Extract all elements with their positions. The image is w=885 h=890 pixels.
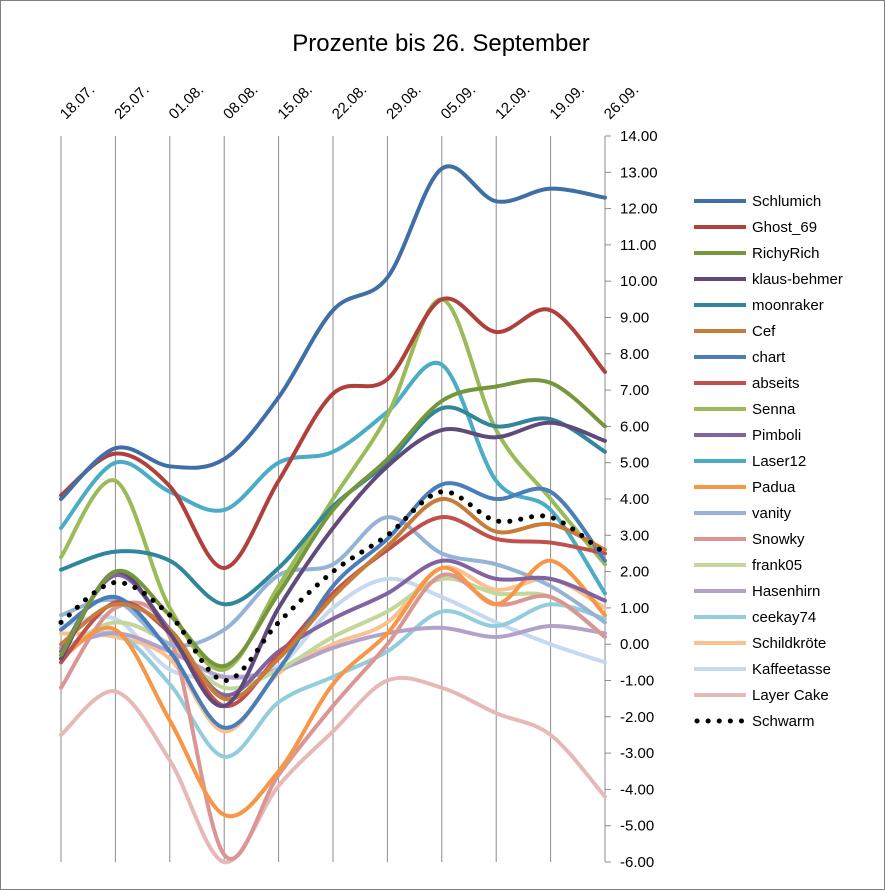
y-tick-label: 13.00 bbox=[620, 164, 658, 181]
series-line-schlumich bbox=[59, 164, 607, 501]
y-tick-label: -1.00 bbox=[620, 673, 654, 690]
x-tick-label: 26.09. bbox=[601, 81, 643, 123]
legend-label-schlumich: Schlumich bbox=[752, 193, 821, 210]
legend-label-layer-cake: Layer Cake bbox=[752, 687, 829, 704]
x-tick-label: 22.08. bbox=[329, 81, 371, 123]
legend-label-laser12: Laser12 bbox=[752, 453, 806, 470]
y-tick-label: 4.00 bbox=[620, 491, 649, 508]
y-tick-label: 9.00 bbox=[620, 310, 649, 327]
series-lines bbox=[58, 164, 608, 865]
y-tick-label: 8.00 bbox=[620, 346, 649, 363]
series-line-laser12 bbox=[59, 360, 607, 596]
legend-label-cef: Cef bbox=[752, 323, 776, 340]
legend-label-snowky: Snowky bbox=[752, 531, 805, 548]
x-axis-labels: 18.07. 25.07. 01.08. 08.08. 15.08. 22.08. 29.0… bbox=[57, 81, 643, 123]
x-tick-label: 25.07. bbox=[111, 81, 153, 123]
legend-label-ceekay74: ceekay74 bbox=[752, 609, 816, 626]
legend-label-ghost-69: Ghost_69 bbox=[752, 219, 817, 236]
series-line-schwarm bbox=[58, 489, 608, 683]
y-tick-label: 12.00 bbox=[620, 201, 658, 218]
y-tick-label: 3.00 bbox=[620, 527, 649, 544]
y-tick-label: 7.00 bbox=[620, 382, 649, 399]
y-axis: 14.00 13.00 12.00 11.00 10.00 9.00 8.00 7.00 6.0… bbox=[604, 128, 658, 871]
y-tick-label: -4.00 bbox=[620, 781, 654, 798]
y-tick-label: -5.00 bbox=[620, 818, 654, 835]
y-tick-label: 11.00 bbox=[620, 237, 656, 254]
y-tick-label: -6.00 bbox=[620, 854, 654, 871]
legend-label-frank05: frank05 bbox=[752, 557, 802, 574]
legend-label-kaffeetasse: Kaffeetasse bbox=[752, 661, 831, 678]
series-line-richyrich bbox=[59, 378, 607, 668]
legend-label-abseits: abseits bbox=[752, 375, 800, 392]
y-tick-label: 10.00 bbox=[620, 273, 658, 290]
legend-label-schwarm: Schwarm bbox=[752, 713, 815, 730]
y-tick-label: 6.00 bbox=[620, 418, 649, 435]
series-line-moonraker bbox=[59, 405, 607, 607]
series-line-schildkr-te bbox=[59, 565, 607, 734]
y-tick-label: -2.00 bbox=[620, 709, 654, 726]
x-tick-label: 01.08. bbox=[166, 81, 208, 123]
x-tick-label: 29.08. bbox=[383, 81, 425, 123]
series-line-ghost-69 bbox=[59, 296, 607, 570]
x-tick-label: 18.07. bbox=[57, 81, 99, 123]
series-line-padua bbox=[59, 558, 607, 819]
legend-label-chart: chart bbox=[752, 349, 786, 366]
series-line-kaffeetasse bbox=[59, 576, 607, 680]
x-tick-label: 05.09. bbox=[438, 81, 480, 123]
series-line-hasenhirn bbox=[59, 624, 607, 680]
series-line-cef bbox=[59, 496, 607, 702]
y-tick-label: 2.00 bbox=[620, 564, 649, 581]
series-line-chart bbox=[59, 481, 607, 730]
legend-label-klaus-behmer: klaus-behmer bbox=[752, 271, 843, 288]
x-tick-label: 08.08. bbox=[220, 81, 262, 123]
legend-label-pimboli: Pimboli bbox=[752, 427, 801, 444]
series-line-layer-cake bbox=[59, 675, 607, 865]
legend-label-schildkr-te: Schildkröte bbox=[752, 635, 826, 652]
series-line-ceekay74 bbox=[59, 602, 607, 759]
y-tick-label: -3.00 bbox=[620, 745, 654, 762]
legend-label-moonraker: moonraker bbox=[752, 297, 824, 314]
legend-label-senna: Senna bbox=[752, 401, 796, 418]
legend-label-vanity: vanity bbox=[752, 505, 792, 522]
x-tick-label: 19.09. bbox=[546, 81, 588, 123]
legend-label-richyrich: RichyRich bbox=[752, 245, 820, 262]
y-tick-label: 1.00 bbox=[620, 600, 649, 617]
y-tick-label: 14.00 bbox=[620, 128, 658, 145]
legend-label-hasenhirn: Hasenhirn bbox=[752, 583, 820, 600]
legend: Schlumich Ghost_69 RichyRich klaus-behmer mo… bbox=[694, 193, 843, 730]
x-tick-label: 15.08. bbox=[274, 81, 316, 123]
y-tick-label: 0.00 bbox=[620, 636, 649, 653]
y-tick-label: 5.00 bbox=[620, 455, 649, 472]
x-tick-label: 12.09. bbox=[492, 81, 534, 123]
legend-label-padua: Padua bbox=[752, 479, 796, 496]
chart-title: Prozente bis 26. September bbox=[292, 30, 590, 57]
